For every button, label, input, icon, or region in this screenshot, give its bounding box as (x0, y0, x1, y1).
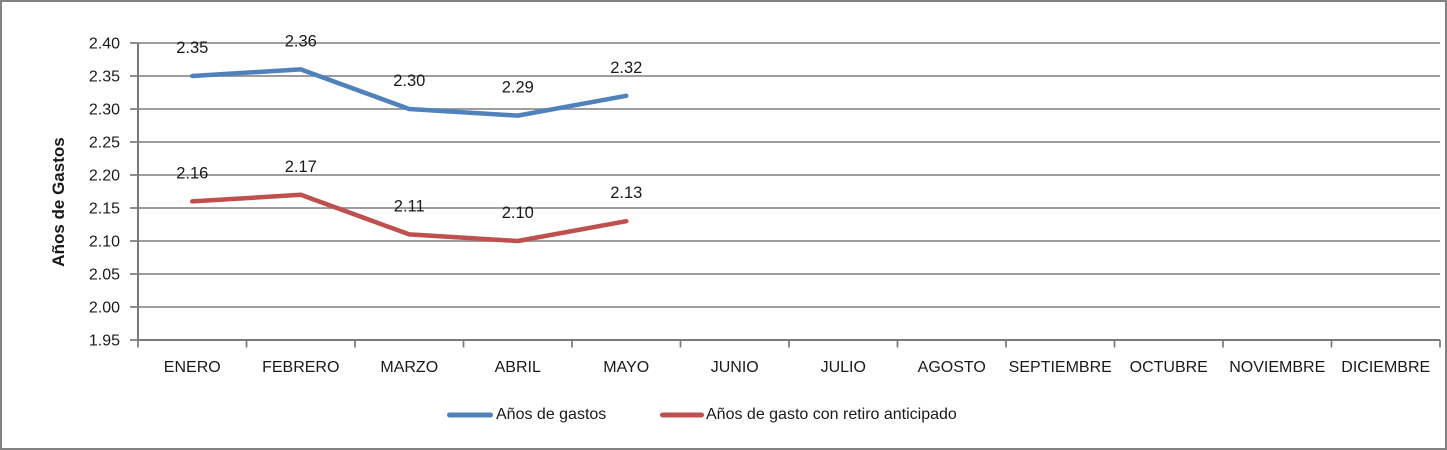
x-tick-label: ENERO (164, 359, 221, 376)
x-tick-label: FEBRERO (262, 359, 339, 376)
series-line-1 (190, 67, 629, 118)
x-tick-label: ABRIL (495, 359, 541, 376)
data-label: 2.11 (394, 197, 425, 215)
y-tick-label: 2.15 (89, 201, 120, 218)
legend-label-series-2: Años de gasto con retiro anticipado (706, 406, 957, 423)
y-tick-label: 2.00 (89, 300, 120, 317)
x-tick-label: NOVIEMBRE (1229, 359, 1325, 376)
series-line-2 (190, 192, 629, 244)
x-tick-label: DICIEMBRE (1341, 359, 1430, 376)
data-label: 2.30 (393, 72, 425, 90)
y-axis-title: Años de Gastos (49, 137, 68, 267)
legend-line-icon-red (660, 412, 704, 418)
legend-label-series-1: Años de gastos (496, 406, 607, 423)
data-label: 2.32 (610, 59, 642, 77)
x-tick-label: JULIO (821, 359, 866, 376)
legend-line-icon-blue (447, 412, 493, 418)
x-tick-label: AGOSTO (918, 359, 986, 376)
y-tick-label: 2.35 (89, 69, 120, 86)
y-tick-label: 2.05 (89, 267, 120, 284)
data-label: 2.35 (176, 39, 208, 57)
data-label: 2.10 (502, 204, 534, 222)
y-tick-label: 2.10 (89, 234, 120, 251)
y-tick-label: 2.25 (89, 135, 120, 152)
data-label: 2.16 (176, 164, 208, 182)
x-tick-label: OCTUBRE (1130, 359, 1208, 376)
data-label: 2.13 (610, 184, 642, 202)
x-tick-label: JUNIO (711, 359, 759, 376)
y-tick-label: 2.30 (89, 102, 120, 119)
data-label: 2.17 (285, 158, 317, 176)
x-tick-label: MAYO (603, 359, 649, 376)
y-tick-label: 1.95 (89, 333, 120, 350)
x-tick-label: MARZO (380, 359, 438, 376)
data-label: 2.36 (285, 32, 317, 50)
x-tick-label: SEPTIEMBRE (1009, 359, 1112, 376)
data-label: 2.29 (502, 79, 534, 97)
y-tick-label: 2.20 (89, 168, 120, 185)
y-tick-label: 2.40 (89, 36, 120, 53)
